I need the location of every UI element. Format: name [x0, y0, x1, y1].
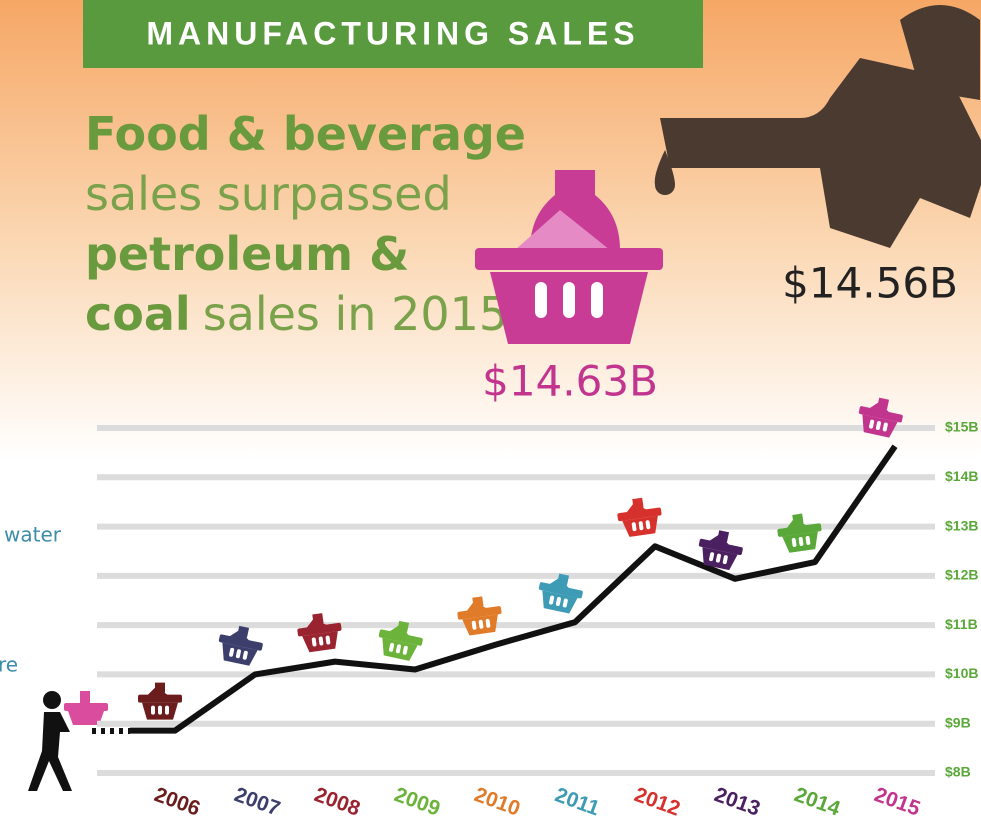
basket-slot	[869, 419, 875, 429]
headline: sales surpassed	[85, 167, 452, 221]
basket-slot	[645, 520, 651, 530]
side-text: re	[0, 653, 18, 677]
basket-slot	[242, 650, 248, 660]
sales-line	[130, 444, 898, 734]
y-tick-label: $13B	[945, 517, 978, 533]
chart-title: MANUFACTURING SALES	[146, 15, 639, 51]
basket-slot	[638, 521, 644, 531]
basket-slot	[882, 422, 888, 432]
pump-icon	[654, 5, 981, 248]
basket-marker	[858, 397, 903, 438]
title-banner	[83, 0, 703, 68]
basket-slot	[555, 597, 561, 606]
basket-icon	[475, 170, 663, 344]
food-value: $14.63B	[482, 357, 658, 406]
basket-slot	[709, 552, 715, 562]
basket-slot	[158, 705, 162, 715]
headline: Food & beverage	[85, 107, 526, 161]
basket-rim	[138, 694, 182, 703]
y-tick-label: $11B	[945, 616, 978, 632]
basket-rim	[777, 523, 822, 537]
side-text: water	[4, 523, 62, 547]
basket-slot	[805, 536, 811, 545]
basket-slot	[478, 619, 484, 629]
basket-slot	[389, 642, 395, 652]
worker-basket	[64, 691, 108, 725]
basket-slot	[395, 644, 401, 654]
headline: petroleum &	[85, 227, 409, 281]
y-tick-label: $10B	[945, 665, 978, 681]
basket-slot	[318, 636, 324, 646]
petroleum-value: $14.56B	[782, 259, 958, 308]
basket-slot	[722, 555, 728, 565]
basket-slot	[471, 620, 477, 630]
y-tick-label: $14B	[945, 468, 978, 484]
headline-part: sales surpassed	[85, 167, 452, 221]
worker-icon	[28, 691, 72, 791]
basket-slot	[325, 635, 331, 645]
basket-marker	[777, 513, 822, 553]
basket-slot	[798, 537, 804, 546]
y-tick-label: $9B	[945, 714, 971, 730]
basket-rim	[617, 507, 662, 522]
basket-marker	[617, 497, 662, 537]
basket-slot	[485, 618, 491, 628]
basket-slot	[791, 537, 797, 547]
basket-rim	[378, 629, 423, 646]
basket-slot	[631, 522, 637, 532]
basket-slot	[402, 645, 408, 655]
basket-marker	[297, 613, 342, 653]
basket-slot	[875, 421, 881, 431]
basket-goods	[146, 686, 170, 697]
basket-marker	[138, 682, 182, 720]
basket-slot	[715, 553, 721, 563]
basket-rim	[218, 634, 263, 651]
headline-part: coal	[85, 287, 191, 341]
basket-marker	[218, 625, 263, 666]
basket-slot	[549, 595, 555, 605]
basket-slot	[165, 705, 169, 715]
y-tick-label: $15B	[945, 419, 978, 435]
headline-part: petroleum &	[85, 227, 409, 281]
basket-marker	[378, 620, 423, 661]
basket-slot	[151, 705, 155, 715]
basket-marker	[698, 530, 743, 571]
basket-rim	[457, 606, 502, 620]
headline: coal sales in 2015.	[85, 287, 523, 341]
basket-marker	[538, 573, 583, 614]
basket-slot	[235, 649, 241, 659]
y-tick-label: $8B	[945, 764, 971, 780]
basket-rim	[698, 538, 743, 556]
basket-rim	[538, 582, 583, 599]
basket-rim	[297, 622, 342, 637]
y-tick-label: $12B	[945, 567, 978, 583]
basket-marker	[457, 596, 502, 636]
basket-slot	[562, 598, 568, 608]
basket-slot	[229, 647, 235, 657]
basket-slot	[311, 637, 317, 647]
headline-part: Food & beverage	[85, 107, 526, 161]
headline-part: sales in 2015.	[203, 287, 523, 341]
basket-rim	[858, 406, 903, 423]
